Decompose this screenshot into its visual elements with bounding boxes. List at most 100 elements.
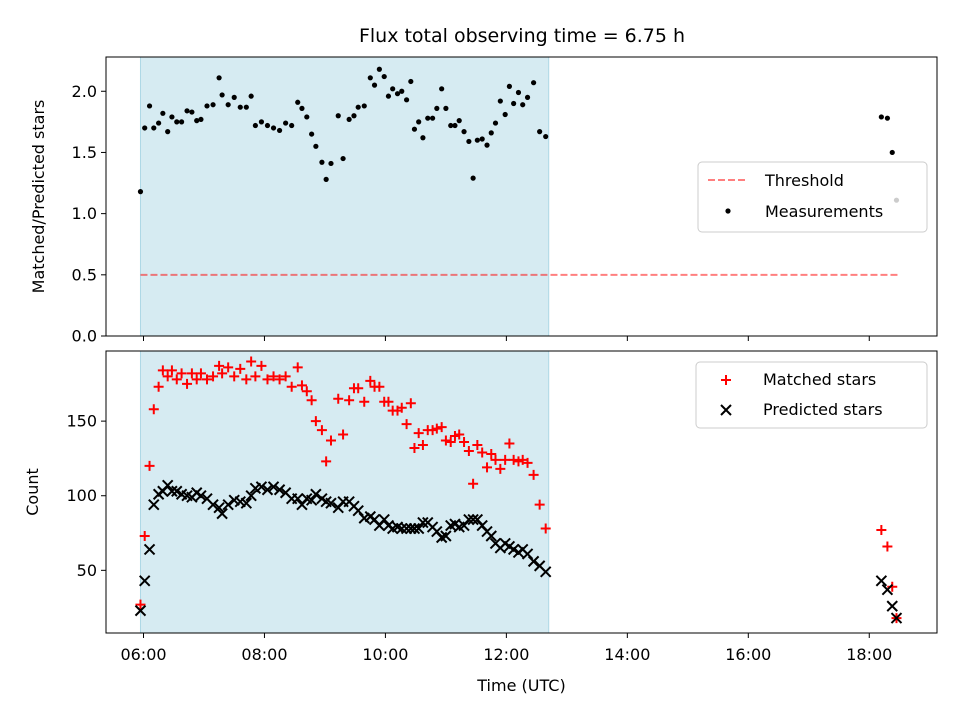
- measurement-point: [537, 129, 543, 135]
- matched-point: [876, 525, 887, 536]
- predicted-point: [161, 479, 174, 491]
- y-tick-label: 1.0: [72, 204, 97, 223]
- predicted-point: [412, 522, 425, 535]
- measurement-point: [470, 175, 476, 181]
- matched-point: [383, 396, 394, 407]
- measurement-point: [151, 125, 157, 131]
- measurement-point: [174, 119, 180, 125]
- matched-point: [135, 599, 146, 610]
- matched-point: [459, 437, 470, 448]
- predicted-point: [261, 484, 274, 496]
- matched-point: [495, 463, 506, 474]
- matched-point: [396, 402, 407, 413]
- predicted-point: [881, 584, 894, 596]
- measurement-point: [520, 102, 526, 108]
- measurement-point: [289, 122, 295, 129]
- matched-point: [148, 404, 159, 415]
- predicted-points: [134, 479, 903, 624]
- legend-box: [697, 161, 928, 233]
- measurement-point: [264, 122, 271, 129]
- count-panel: 50 100 150 06:00 08:00 10:00 12:00 14:00 16:00 18…: [23, 350, 938, 695]
- measurement-point: [385, 93, 392, 99]
- legend-predicted-swatch: [720, 404, 732, 416]
- matched-point: [477, 447, 488, 458]
- measurement-point: [452, 122, 458, 129]
- matched-point: [235, 363, 246, 374]
- measurement-point: [479, 136, 485, 142]
- measurement-point: [309, 131, 315, 137]
- matched-point: [508, 454, 519, 465]
- matched-point: [522, 457, 533, 468]
- predicted-point: [207, 498, 219, 511]
- matched-point: [401, 419, 412, 430]
- predicted-point: [267, 481, 280, 493]
- measurement-point: [429, 115, 436, 121]
- measurement-point: [156, 120, 162, 126]
- measurement-point: [474, 137, 480, 143]
- matched-point: [321, 456, 332, 467]
- measurement-point: [492, 120, 499, 126]
- predicted-point: [143, 543, 156, 556]
- predicted-point: [485, 530, 497, 542]
- matched-point: [280, 371, 291, 382]
- measurement-point: [237, 104, 243, 110]
- matched-point: [504, 438, 515, 449]
- legend-measurement-label: Measurements: [765, 202, 883, 221]
- matched-point: [338, 429, 349, 440]
- measurement-point: [524, 94, 531, 100]
- y-tick-label: 0.5: [72, 265, 97, 284]
- measurement-point: [160, 110, 166, 116]
- measurement-point: [351, 113, 357, 119]
- x-tick-label: 06:00: [120, 645, 166, 664]
- measurement-point: [142, 125, 148, 131]
- predicted-point: [216, 507, 228, 520]
- measurement-point: [497, 98, 503, 104]
- matched-point: [468, 478, 479, 489]
- measurement-point: [248, 93, 254, 99]
- matched-point: [486, 448, 497, 459]
- measurement-point: [252, 122, 258, 129]
- matched-point: [463, 445, 474, 456]
- measurement-point: [461, 129, 467, 135]
- matched-point: [413, 428, 424, 439]
- measurement-point: [335, 113, 341, 119]
- legend-predicted-label: Predicted stars: [763, 400, 883, 419]
- predicted-point: [467, 513, 479, 526]
- measurement-point: [179, 119, 185, 125]
- matched-point: [176, 368, 187, 379]
- predicted-point: [240, 497, 253, 509]
- matched-point: [195, 368, 206, 379]
- matched-point: [286, 381, 297, 392]
- measurement-point: [420, 135, 426, 141]
- matched-point: [208, 371, 219, 382]
- legend-threshold-label: Threshold: [764, 171, 844, 190]
- matched-point: [202, 374, 213, 385]
- matched-point: [262, 374, 273, 385]
- matched-point: [316, 425, 327, 436]
- measurement-point: [390, 86, 396, 92]
- measurement-point: [194, 118, 200, 124]
- count-legend: Matched stars Predicted stars: [695, 361, 928, 429]
- measurement-point: [367, 75, 373, 81]
- predicted-point: [890, 612, 903, 624]
- x-tick-label: 08:00: [241, 645, 287, 664]
- ratio-gridlayer: 0.0 0.5 1.0 1.5 2.0: [72, 82, 870, 346]
- matched-point: [274, 374, 285, 385]
- matched-point: [534, 499, 545, 510]
- predicted-point: [408, 522, 421, 535]
- measurement-point: [165, 129, 171, 135]
- predicted-point: [134, 604, 147, 617]
- predicted-point: [539, 566, 552, 578]
- predicted-point: [378, 513, 390, 526]
- predicted-point: [166, 485, 178, 497]
- y-tick-label: 50: [77, 561, 97, 580]
- predicted-point: [463, 513, 475, 526]
- matched-point: [166, 365, 177, 376]
- count-plot-frame: [105, 350, 938, 634]
- measurement-point: [530, 80, 537, 86]
- matched-point: [409, 442, 420, 453]
- measurement-point: [313, 143, 319, 149]
- measurement-point: [878, 114, 884, 120]
- measurement-point: [425, 115, 431, 121]
